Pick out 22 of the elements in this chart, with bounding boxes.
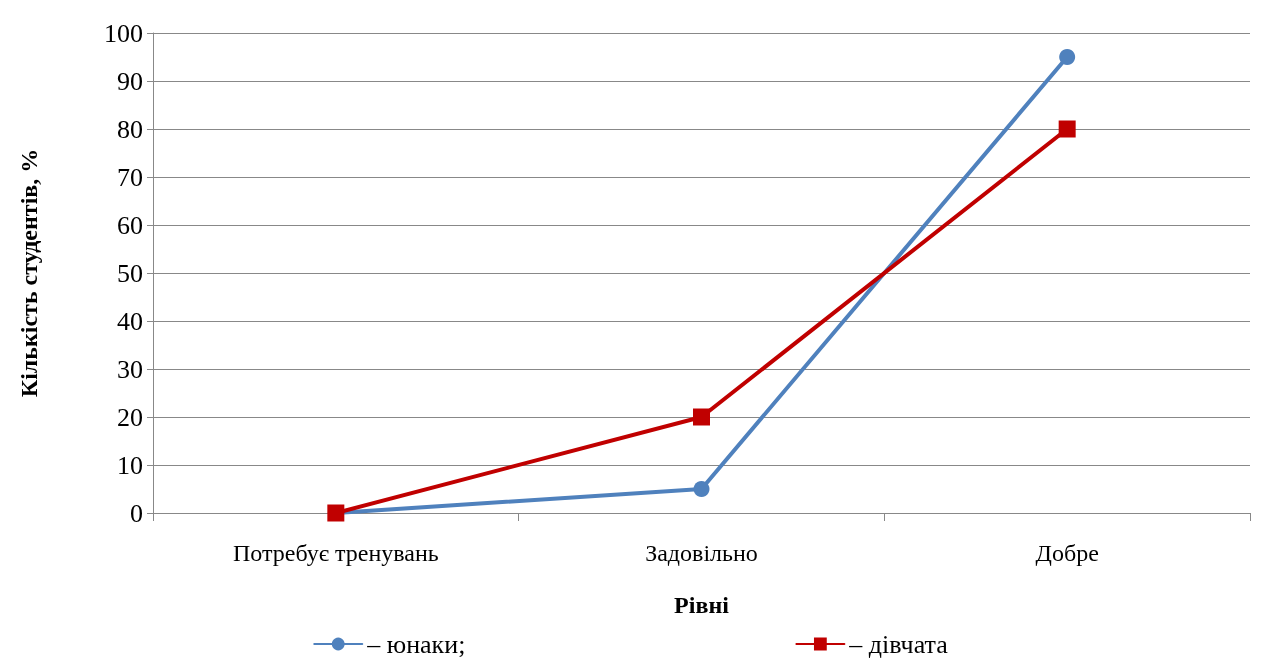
y-tick-label: 40 — [117, 306, 143, 336]
y-tick-label: 50 — [117, 258, 143, 288]
x-tick-label: Добре — [1035, 540, 1099, 566]
y-tick-label: 90 — [117, 66, 143, 96]
y-tick-label: 100 — [104, 18, 143, 48]
x-tick-label: Потребує тренувань — [232, 540, 439, 566]
y-tick-label: 10 — [117, 450, 143, 480]
x-axis-title: Рівні — [674, 592, 730, 618]
y-axis-title: Кількість студентів, % — [16, 148, 42, 398]
y-tick-label: 70 — [117, 162, 143, 192]
point — [693, 408, 710, 426]
point — [693, 481, 710, 497]
point — [1058, 120, 1076, 138]
legend-label: – юнаки; — [366, 629, 466, 659]
y-tick-label: 80 — [117, 114, 143, 144]
y-tick-label: 20 — [117, 402, 143, 432]
y-tick-label: 0 — [130, 498, 143, 528]
legend-label: – дівчата — [848, 629, 949, 659]
x-tick-label: Задовільно — [645, 540, 758, 566]
point — [1059, 49, 1076, 65]
y-tick-label: 30 — [117, 354, 143, 384]
y-tick-label: 60 — [117, 210, 143, 240]
